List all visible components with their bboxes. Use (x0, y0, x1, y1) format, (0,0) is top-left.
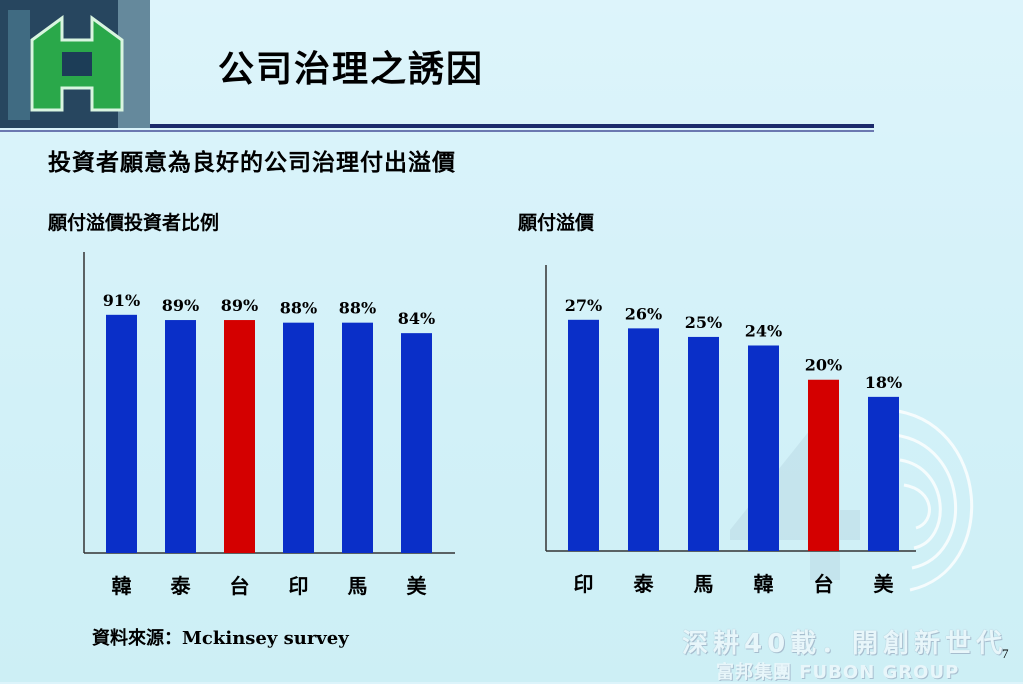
chart-1-value-label: 89% (162, 296, 199, 315)
page-number: 7 (1002, 646, 1009, 661)
chart-2-value-label: 20% (805, 356, 842, 375)
chart-2-category-label: 泰 (633, 572, 655, 596)
chart-1-title: 願付溢價投資者比例 (48, 212, 220, 234)
chart-1-bar (106, 314, 137, 553)
header-rule (150, 124, 874, 128)
chart-2-bar (568, 319, 599, 551)
chart-2-category-label: 韓 (754, 572, 774, 596)
fubon-logo (0, 0, 150, 128)
slogan: 深耕40載．開創新世代 (682, 629, 1008, 659)
chart-1-category-label: 美 (407, 574, 428, 598)
source-note: 資料來源：Mckinsey survey (92, 628, 349, 649)
chart-2-value-label: 25% (685, 313, 722, 332)
chart-2-bar (808, 379, 839, 551)
fubon-logo-icon (0, 0, 150, 128)
chart-1-bar (224, 320, 255, 553)
chart-2-value-label: 26% (625, 304, 662, 323)
chart-2-category-label: 印 (574, 572, 594, 596)
group-name: 富邦集團 FUBON GROUP (716, 662, 960, 683)
chart-2-category-label: 台 (814, 572, 834, 596)
chart-2-value-label: 27% (565, 296, 602, 315)
chart-1-bar (165, 320, 196, 553)
subtitle: 投資者願意為良好的公司治理付出溢價 (48, 149, 456, 176)
chart-1-bar (283, 322, 314, 553)
chart-2-bar (748, 345, 779, 551)
chart-1-category-label: 印 (289, 574, 309, 598)
chart-1-bar (342, 322, 373, 553)
chart-2-bar (628, 328, 659, 551)
chart-2-value-label: 24% (745, 321, 782, 340)
chart-1-value-label: 88% (280, 299, 317, 318)
chart-2-title: 願付溢價 (518, 212, 595, 234)
chart-1-bar (401, 333, 432, 553)
chart-1-category-label: 韓 (112, 574, 132, 598)
chart-1-value-label: 91% (103, 291, 140, 310)
chart-1-value-label: 89% (221, 296, 258, 315)
page-title: 公司治理之誘因 (218, 48, 485, 90)
header-rule-thin (0, 130, 874, 132)
chart-1-value-label: 88% (339, 299, 376, 318)
chart-2-category-label: 馬 (694, 572, 714, 596)
chart-2-category-label: 美 (874, 572, 895, 596)
chart-1-value-label: 84% (398, 309, 435, 328)
chart-2-value-label: 18% (865, 373, 902, 392)
chart-2-bar (868, 396, 899, 551)
chart-1-category-label: 馬 (348, 574, 368, 598)
chart-1-category-label: 泰 (170, 574, 192, 598)
chart-2-bar (688, 336, 719, 551)
chart-1-category-label: 台 (230, 574, 250, 598)
